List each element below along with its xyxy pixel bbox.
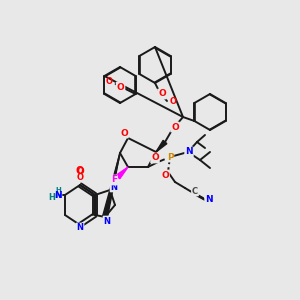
Text: P: P: [167, 152, 173, 161]
Text: O: O: [76, 172, 83, 182]
Text: C: C: [192, 187, 198, 196]
Text: H: H: [49, 193, 56, 202]
Text: O: O: [76, 166, 84, 176]
Text: O: O: [158, 89, 166, 98]
Polygon shape: [116, 167, 128, 179]
Text: N: N: [185, 148, 193, 157]
Text: O: O: [76, 167, 84, 176]
Text: N: N: [205, 194, 213, 203]
Text: N: N: [76, 224, 83, 232]
Text: F: F: [111, 176, 117, 184]
Text: O: O: [151, 154, 159, 163]
Text: N: N: [55, 190, 62, 200]
Text: O: O: [106, 77, 113, 86]
Polygon shape: [156, 140, 167, 152]
Text: O: O: [117, 82, 124, 91]
Text: N: N: [54, 190, 62, 200]
Polygon shape: [103, 153, 120, 218]
Text: O: O: [120, 128, 128, 137]
Text: N: N: [103, 217, 110, 226]
Text: O: O: [161, 170, 169, 179]
Text: H: H: [55, 187, 61, 193]
Text: O: O: [171, 122, 179, 131]
Text: N: N: [110, 182, 118, 191]
Text: O: O: [169, 98, 176, 106]
